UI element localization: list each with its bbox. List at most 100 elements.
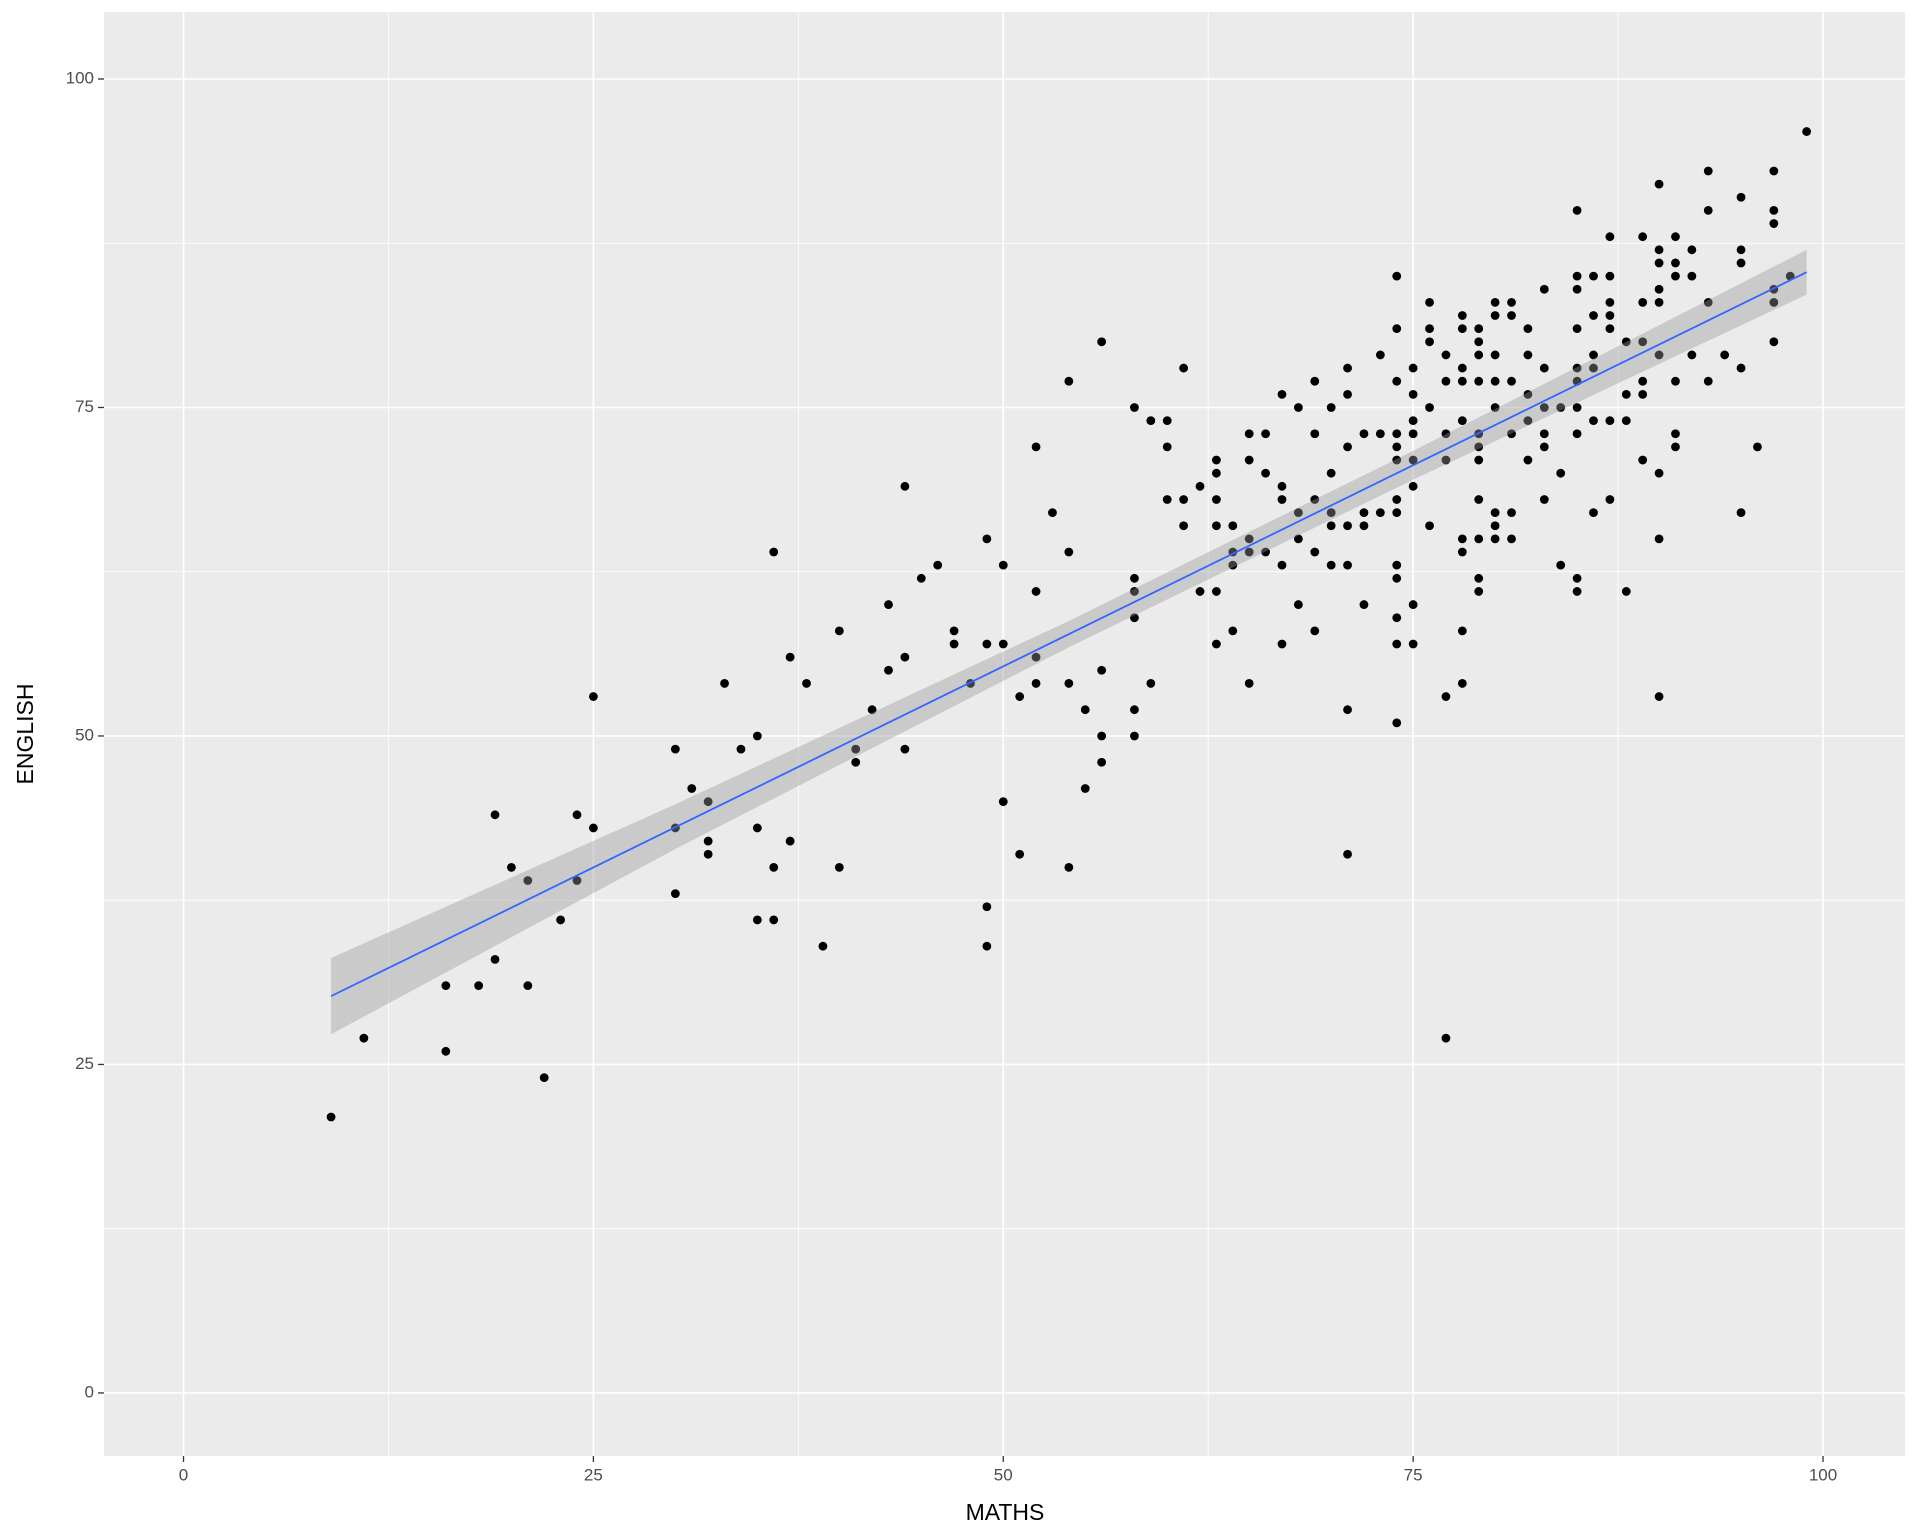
point [1179,363,1189,373]
point [1572,363,1582,373]
point [1080,705,1090,715]
point [1441,455,1451,465]
point [1408,416,1418,426]
point [1605,416,1615,426]
point [1720,350,1730,360]
point [1572,284,1582,294]
point [1244,455,1254,465]
point [1605,311,1615,320]
point [851,757,861,767]
point [1130,573,1139,583]
point [1130,403,1139,412]
point [1343,521,1352,531]
point [1490,534,1500,544]
point [1490,508,1500,518]
panel [104,12,1905,1456]
point [1097,337,1107,347]
x-tick-label: 75 [1404,1465,1423,1484]
point [1130,613,1139,623]
point [1507,429,1516,439]
point [1031,652,1041,662]
point [1343,389,1352,399]
point [769,862,779,872]
point [982,639,992,649]
point [1457,416,1467,426]
point [1523,416,1533,426]
point [490,810,500,820]
point [1228,521,1238,531]
point [1654,179,1664,189]
point [1490,311,1500,320]
point [556,915,566,925]
point [982,902,992,912]
point [1671,271,1680,281]
point [1408,600,1418,609]
point [1703,297,1713,307]
point [1539,284,1549,294]
point [1638,389,1648,399]
point [1605,297,1615,307]
point [1310,429,1320,439]
point [507,862,516,872]
point [1490,403,1500,412]
point [982,941,992,951]
point [1015,692,1025,701]
point [703,836,713,846]
point [884,600,893,609]
point [1392,573,1402,583]
point [1671,258,1680,268]
point [1441,350,1451,360]
point [1212,495,1221,504]
point [1638,376,1648,386]
point [916,573,926,583]
point [1343,560,1352,570]
point [1654,258,1664,268]
point [982,534,992,544]
point [523,876,533,885]
point [1671,232,1680,242]
point [1293,600,1303,609]
point [1195,587,1205,596]
point [1687,350,1697,360]
point [539,1073,549,1082]
point [1277,389,1287,399]
point [441,981,451,991]
point [1638,337,1648,347]
point [1162,416,1172,426]
point [1474,324,1484,334]
point [1408,429,1418,439]
point [572,876,582,885]
point [1146,416,1156,426]
y-tick-label: 100 [66,68,94,87]
x-tick-label: 25 [584,1465,603,1484]
point [326,1112,336,1122]
point [998,797,1008,807]
point [1293,508,1303,518]
point [752,915,762,925]
point [1507,508,1516,518]
point [1097,731,1107,741]
point [1408,389,1418,399]
point [1293,403,1303,412]
point [1589,416,1598,426]
point [1310,495,1320,504]
point [1638,297,1648,307]
point [1048,508,1057,518]
point [441,1046,451,1056]
point [1457,324,1467,334]
point [1736,508,1746,518]
point [1277,481,1287,491]
point [1605,232,1615,242]
point [670,889,680,899]
point [1408,481,1418,491]
point [1474,337,1484,347]
point [1621,337,1631,347]
point [1523,324,1533,334]
point [1441,376,1451,386]
point [1392,639,1402,649]
point [1375,429,1385,439]
point [1228,626,1238,636]
point [1572,206,1582,215]
point [1179,495,1189,504]
